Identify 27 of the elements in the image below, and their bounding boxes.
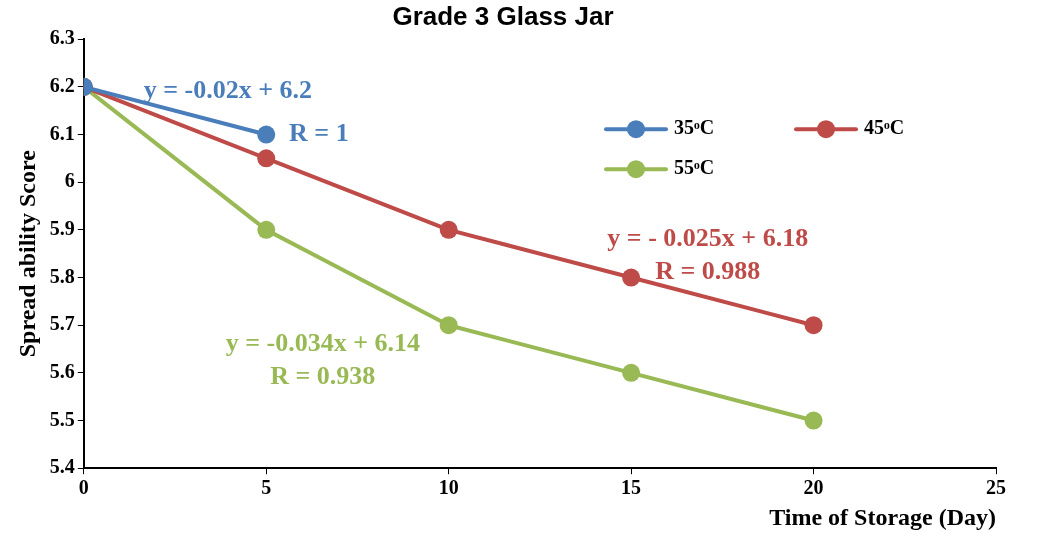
y-tick-label: 6.3 — [49, 26, 75, 49]
x-tick-label: 20 — [803, 476, 824, 499]
x-tick-label: 5 — [261, 476, 272, 499]
legend-label: 45ᵒC — [864, 116, 905, 139]
y-tick-label: 5.5 — [49, 407, 75, 430]
x-tick-label: 0 — [78, 476, 89, 499]
x-tick-label: 25 — [986, 476, 1006, 499]
legend-label: 35ᵒC — [674, 116, 715, 139]
x-tick-label: 10 — [438, 476, 459, 499]
y-tick-label: 5.7 — [49, 312, 75, 335]
y-tick-label: 6.2 — [49, 74, 75, 97]
y-tick-label: 5.4 — [49, 455, 75, 478]
annotation: R = 0.938 — [270, 361, 376, 391]
y-tick-label: 6.1 — [49, 121, 75, 144]
y-tick-label: 5.9 — [49, 217, 75, 240]
annotation: y = -0.034x + 6.14 — [225, 327, 420, 357]
chart-title: Grade 3 Glass Jar — [392, 0, 614, 31]
legend-label: 55ᵒC — [674, 156, 715, 179]
y-tick-label: 6 — [64, 169, 75, 192]
y-tick-label: 5.8 — [49, 264, 75, 287]
y-axis-title: Spread ability Score — [13, 149, 40, 358]
annotation: y = - 0.025x + 6.18 — [607, 223, 809, 253]
x-tick-label: 15 — [621, 476, 642, 499]
annotation: R = 0.988 — [655, 256, 761, 286]
y-tick-label: 5.6 — [49, 360, 75, 383]
x-axis-title: Time of Storage (Day) — [769, 503, 996, 530]
annotation: R = 1 — [289, 118, 349, 148]
